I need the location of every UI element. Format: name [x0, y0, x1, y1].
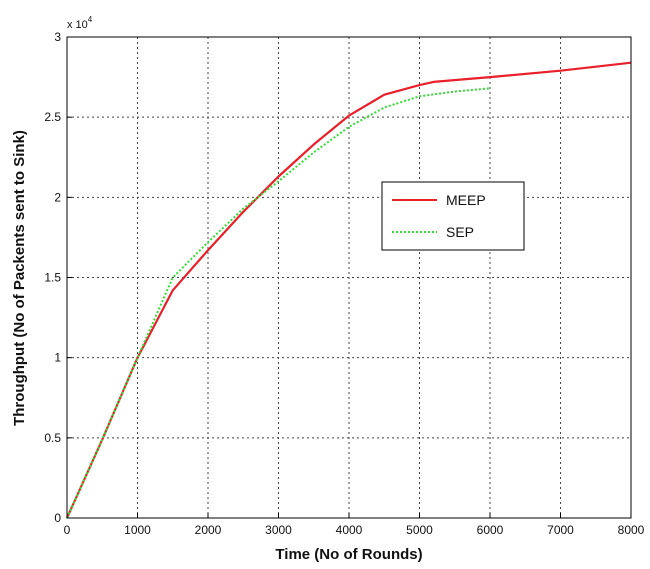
y-multiplier-base: x 10	[67, 19, 88, 31]
x-tick-label: 3000	[265, 523, 292, 537]
y-tick-label: 1	[54, 351, 61, 365]
y-tick-label: 0	[54, 511, 61, 525]
x-tick-label: 6000	[477, 523, 504, 537]
series-line-meep	[65, 61, 632, 519]
x-axis-ticks: 0 1000 2000 3000 4000 5000 6000 7000 8000	[64, 513, 645, 537]
y-tick-label: 2.5	[44, 110, 61, 124]
y-axis-ticks: 0 0.5 1 1.5 2 2.5 3	[44, 30, 72, 525]
y-tick-label: 2	[54, 190, 61, 204]
x-tick-label: 5000	[406, 523, 433, 537]
y-multiplier-exponent: 4	[88, 15, 93, 24]
legend-label-meep: MEEP	[446, 192, 486, 208]
x-tick-label: 8000	[618, 523, 645, 537]
y-tick-label: 0.5	[44, 431, 61, 445]
series-line-sep	[66, 87, 491, 519]
x-tick-label: 2000	[195, 523, 222, 537]
y-tick-label: 3	[54, 30, 61, 44]
y-tick-label: 1.5	[44, 271, 61, 285]
x-tick-label: 0	[64, 523, 71, 537]
x-axis-label: Time (No of Rounds)	[275, 546, 422, 563]
y-axis-label: Throughput (No of Packents sent to Sink)	[11, 130, 28, 426]
legend-label-sep: SEP	[446, 224, 474, 240]
series-layer	[65, 61, 632, 519]
x-tick-label: 1000	[124, 523, 151, 537]
y-multiplier: x 104	[67, 15, 93, 31]
grid	[67, 37, 631, 518]
legend: MEEP SEP	[381, 181, 525, 251]
legend-box	[381, 181, 525, 251]
x-tick-label: 4000	[336, 523, 363, 537]
x-tick-label: 7000	[547, 523, 574, 537]
